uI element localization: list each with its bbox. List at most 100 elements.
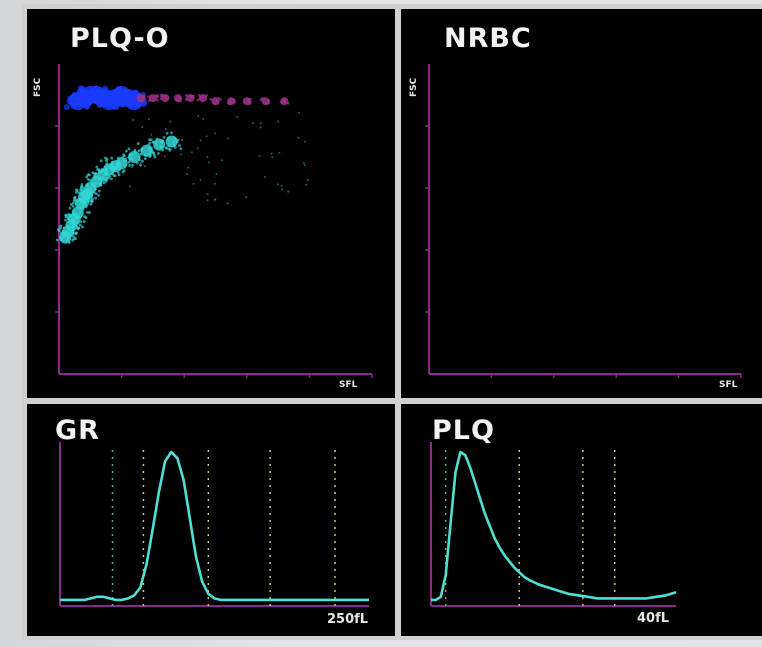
cloud-dot <box>89 202 93 206</box>
cloud-dot <box>137 100 144 107</box>
cloud-dot <box>64 218 67 222</box>
cloud-dot <box>153 94 157 98</box>
cloud-dot <box>229 98 233 102</box>
cloud-dot <box>142 94 146 98</box>
cloud-dot <box>58 236 62 239</box>
cloud-dot <box>204 95 208 99</box>
cloud-dot <box>248 100 252 104</box>
cloud-dot <box>124 149 128 153</box>
cloud-dot <box>209 97 213 101</box>
cloud-dot <box>102 181 106 185</box>
cloud-dot <box>93 181 97 185</box>
cloud-dot <box>267 99 271 103</box>
cloud-dot <box>80 191 83 194</box>
cloud-dot <box>144 153 147 157</box>
cloud-dot <box>127 147 131 151</box>
cloud-dot <box>104 167 108 171</box>
cloud-dot <box>173 137 177 140</box>
cloud-dot <box>88 88 95 95</box>
gr-plot <box>59 442 369 607</box>
cloud-dot <box>163 97 167 100</box>
cloud-dot <box>161 148 164 152</box>
cloud-dot <box>213 102 216 106</box>
cloud-dot <box>159 145 163 149</box>
cloud-dot <box>130 157 134 161</box>
cloud-dot <box>110 167 114 171</box>
sparse-dot <box>205 135 208 138</box>
cloud-dot <box>77 191 81 195</box>
cloud-dot <box>105 162 109 166</box>
cloud-dot <box>94 187 97 191</box>
cloud-dot <box>159 93 163 97</box>
plq-o-ylabel: FSC <box>33 77 43 97</box>
cloud-dot <box>117 156 120 160</box>
cloud-dot <box>111 162 115 166</box>
cloud-dot <box>72 223 76 227</box>
cloud-dot <box>96 91 103 98</box>
cloud-dot <box>138 158 142 162</box>
cloud-dot <box>66 236 70 240</box>
cloud-dot <box>139 163 142 167</box>
cloud-dot <box>137 149 141 153</box>
cloud-dot <box>196 98 200 102</box>
cloud-dot <box>60 238 64 242</box>
cloud-dot <box>233 100 237 104</box>
cloud-dot <box>156 151 160 155</box>
cloud-dot <box>90 183 94 187</box>
sparse-dot <box>271 156 274 159</box>
gr-title: GR <box>55 415 100 446</box>
sparse-dot <box>214 132 217 135</box>
cloud-dot <box>152 153 156 157</box>
sparse-dot <box>226 202 229 205</box>
cloud-dot <box>131 153 135 156</box>
cloud-dot <box>179 147 183 151</box>
cloud-dot <box>216 101 220 105</box>
sparse-dot <box>147 118 150 121</box>
sparse-dot <box>170 148 173 151</box>
cloud-dot <box>88 178 92 182</box>
sparse-dot <box>305 183 308 186</box>
cloud-dot <box>167 144 171 147</box>
sparse-dot <box>180 139 183 142</box>
sparse-dot <box>215 172 218 175</box>
sparse-dot <box>277 120 280 123</box>
cloud-dot <box>151 151 155 155</box>
sparse-dot <box>179 153 182 156</box>
cloud-dot <box>71 219 75 223</box>
cloud-dot <box>75 200 79 204</box>
cloud-dot <box>73 198 77 202</box>
cloud-dot <box>91 197 94 201</box>
cloud-dot <box>66 217 70 221</box>
sparse-dot <box>264 176 267 179</box>
cloud-dot <box>108 174 112 178</box>
cloud-dot <box>165 131 169 135</box>
cloud-dot <box>96 102 103 109</box>
cloud-dot <box>149 138 153 142</box>
cloud-dot <box>73 196 77 199</box>
sparse-dot <box>197 114 200 117</box>
sparse-dot <box>259 126 262 129</box>
cloud-dot <box>159 97 163 101</box>
cloud-dot <box>219 98 222 101</box>
cloud-dot <box>117 173 121 177</box>
sparse-dot <box>270 152 273 155</box>
cloud-dot <box>65 238 69 242</box>
cloud-dot <box>178 144 181 148</box>
cloud-dot <box>141 159 144 163</box>
cloud-dot <box>147 95 151 99</box>
sparse-dot <box>126 156 129 159</box>
cloud-dot <box>249 97 252 101</box>
cloud-dot <box>82 201 86 205</box>
plq-o-plot <box>55 64 373 378</box>
sparse-dot <box>206 199 209 202</box>
cloud-dot <box>72 209 76 212</box>
cloud-dot <box>149 146 153 150</box>
cloud-dot <box>89 193 93 196</box>
sparse-dot <box>297 136 300 139</box>
cloud-dot <box>97 194 101 197</box>
cloud-dot <box>78 223 82 227</box>
sparse-dot <box>304 140 307 143</box>
cloud-dot <box>69 231 72 235</box>
cloud-dot <box>97 168 101 172</box>
cloud-dot <box>81 225 85 229</box>
